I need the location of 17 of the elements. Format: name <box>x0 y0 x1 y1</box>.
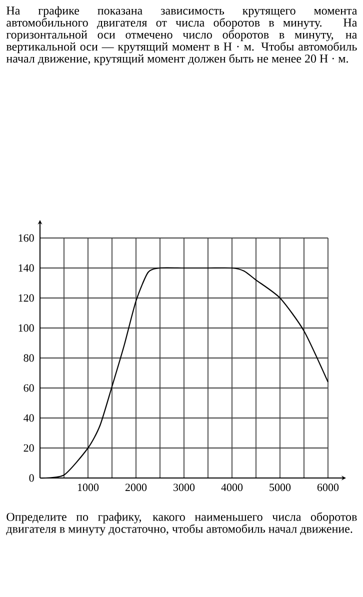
y-tick-label: 60 <box>24 384 34 392</box>
x-tick-label: 3000 <box>174 484 195 492</box>
y-tick-label: 80 <box>24 354 34 362</box>
y-tick-label: 120 <box>18 294 34 302</box>
x-tick-label: 6000 <box>317 484 339 492</box>
y-tick-label: 0 <box>29 474 34 482</box>
y-tick-label: 100 <box>18 324 34 332</box>
y-tick-label: 160 <box>18 234 34 242</box>
x-tick-label: 2000 <box>125 484 147 492</box>
y-tick-label: 20 <box>24 444 34 452</box>
x-tick-label: 5000 <box>270 484 291 492</box>
x-tick-label: 1000 <box>78 484 99 492</box>
x-tick-label: 4000 <box>221 484 243 492</box>
y-tick-label: 140 <box>18 264 34 272</box>
text: Определите по графику, какого наименьшего числа оборотов двигателя в минуту достаточно, чтобы автомобиль начал движение. <box>6 512 357 536</box>
y-tick-label: 40 <box>24 414 34 422</box>
chart-title: На графике показана зависимость крутящего момента автомобильного двигателя от числа оборотов в минуту. На горизонтальной оси отмечено число оборотов в минуту, на вертикальной оси — крутящий момент в Н · м. Чтобы автомобиль начал движение, крутящий момент должен быть не менее 20 Н · м. <box>6 6 358 66</box>
